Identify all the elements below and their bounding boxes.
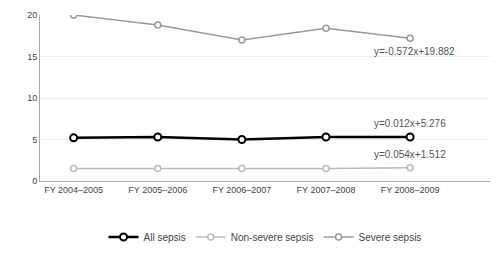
svg-text:0: 0	[32, 176, 37, 186]
svg-text:y=0.012x+5.276: y=0.012x+5.276	[374, 118, 446, 129]
svg-text:FY 2007–2008: FY 2007–2008	[297, 185, 356, 195]
svg-text:y=-0.572x+19.882: y=-0.572x+19.882	[374, 46, 455, 57]
svg-text:20: 20	[27, 10, 37, 20]
svg-text:FY 2005–2006: FY 2005–2006	[128, 185, 187, 195]
svg-text:FY 2004–2005: FY 2004–2005	[44, 185, 103, 195]
svg-text:10: 10	[27, 93, 37, 103]
svg-text:Severe sepsis: Severe sepsis	[359, 232, 422, 243]
svg-text:Non-severe sepsis: Non-severe sepsis	[231, 232, 314, 243]
svg-text:15: 15	[27, 52, 37, 62]
svg-text:FY 2008–2009: FY 2008–2009	[381, 185, 440, 195]
svg-text:FY 2006–2007: FY 2006–2007	[212, 185, 271, 195]
svg-text:y=0.054x+1.512: y=0.054x+1.512	[374, 149, 446, 160]
svg-text:All sepsis: All sepsis	[144, 232, 186, 243]
svg-text:5: 5	[32, 135, 37, 145]
